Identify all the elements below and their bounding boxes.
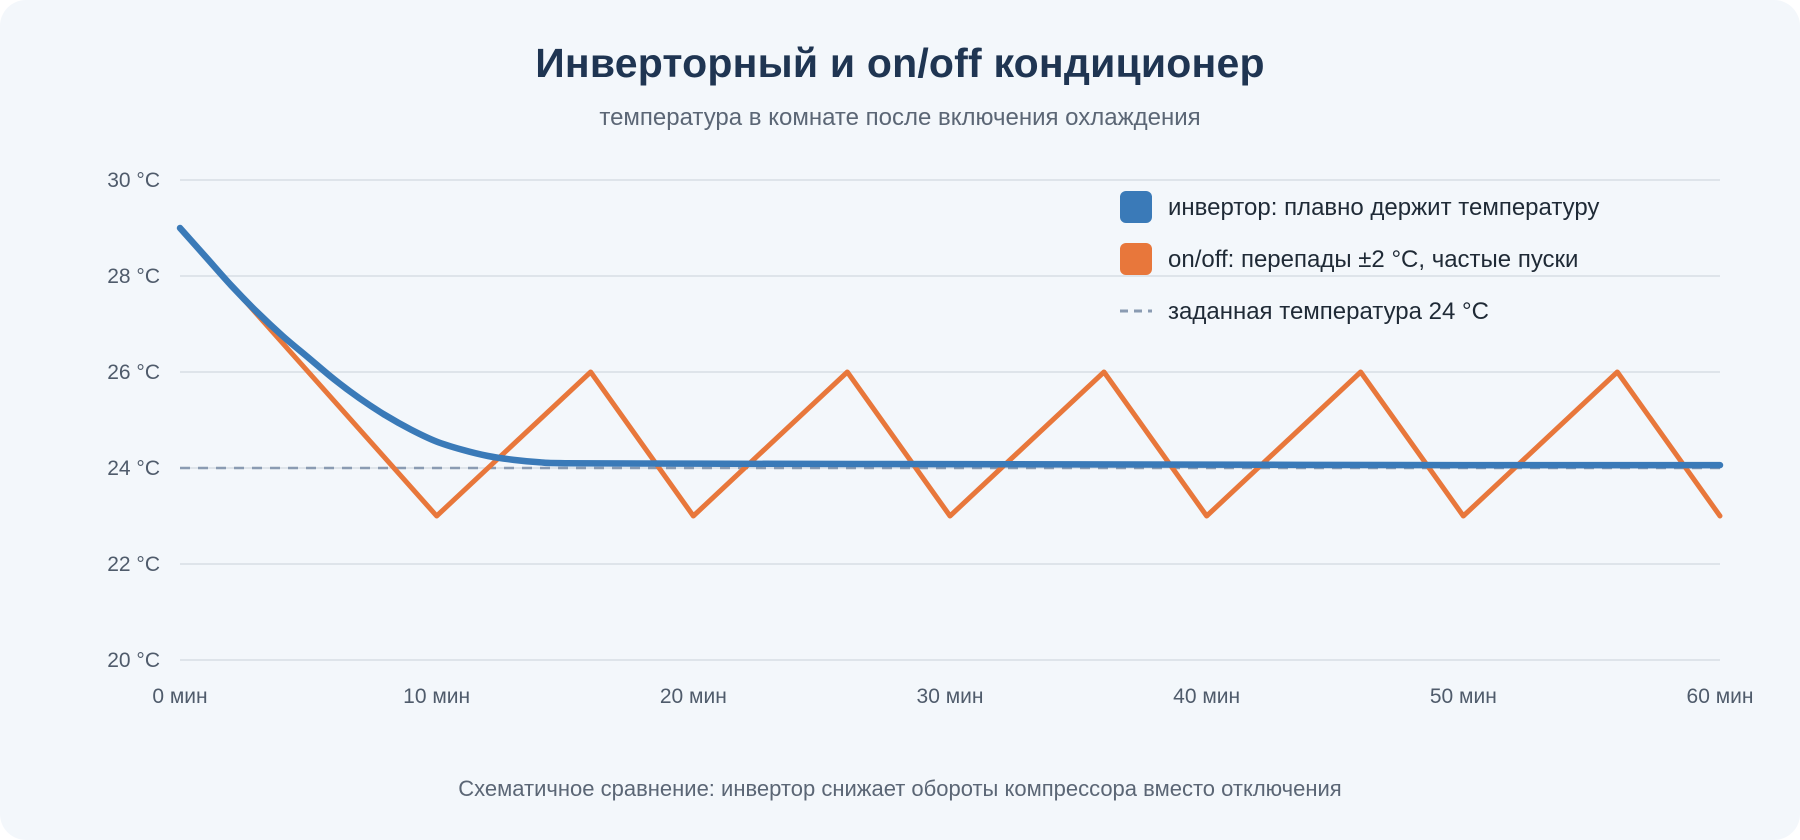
y-tick-label: 26 °C	[107, 361, 160, 384]
x-tick-label: 0 мин	[152, 685, 207, 708]
y-tick-label: 24 °C	[107, 457, 160, 480]
x-tick-label: 50 мин	[1430, 685, 1497, 708]
y-tick-label: 30 °C	[107, 169, 160, 192]
y-tick-label: 28 °C	[107, 265, 160, 288]
x-tick-label: 10 мин	[403, 685, 470, 708]
x-tick-label: 60 мин	[1687, 685, 1754, 708]
legend: инвертор: плавно держит температуру on/of…	[1120, 191, 1599, 325]
x-tick-label: 40 мин	[1173, 685, 1240, 708]
x-tick-label: 20 мин	[660, 685, 727, 708]
chart-subtitle: температура в комнате после включения ох…	[599, 104, 1201, 131]
legend-label-inverter: инвертор: плавно держит температуру	[1168, 194, 1599, 221]
series-lines	[176, 224, 1724, 519]
series-line-inverter	[176, 224, 1724, 469]
y-axis-ticks: 20 °C 22 °C 24 °C 26 °C 28 °C 30 °C	[107, 169, 160, 672]
x-tick-label: 30 мин	[917, 685, 984, 708]
legend-swatch-onoff	[1120, 243, 1152, 275]
y-tick-label: 20 °C	[107, 649, 160, 672]
y-tick-label: 22 °C	[107, 553, 160, 576]
x-axis-ticks: 0 мин 10 мин 20 мин 30 мин 40 мин 50 мин 60 ми…	[152, 685, 1753, 708]
series-line-onoff	[177, 225, 1723, 519]
chart-title: Инверторный и on/off кондиционер	[535, 40, 1265, 86]
legend-label-onoff: on/off: перепады ±2 °C, частые пуски	[1168, 246, 1578, 273]
chart-caption: Схематичное сравнение: инвертор снижает …	[458, 776, 1342, 801]
legend-swatch-inverter	[1120, 191, 1152, 223]
legend-label-setpoint: заданная температура 24 °C	[1168, 298, 1489, 325]
